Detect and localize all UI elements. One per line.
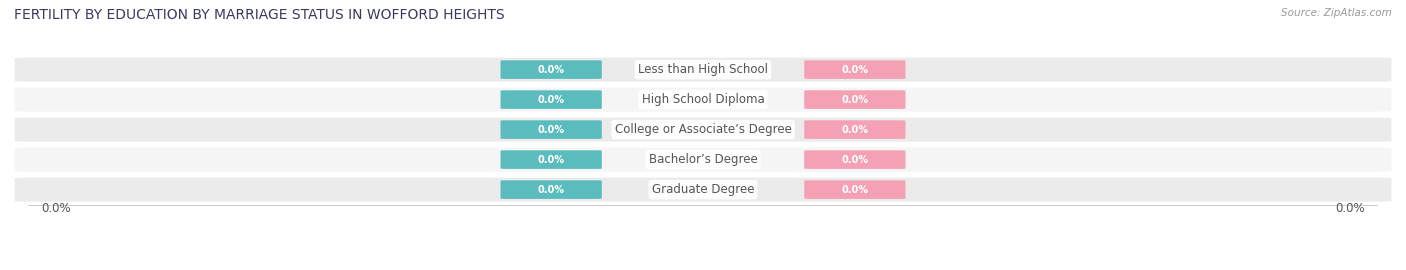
- Text: 0.0%: 0.0%: [841, 65, 869, 75]
- Text: 0.0%: 0.0%: [537, 94, 565, 104]
- FancyBboxPatch shape: [804, 150, 905, 169]
- FancyBboxPatch shape: [804, 120, 905, 139]
- FancyBboxPatch shape: [804, 90, 905, 109]
- Text: 0.0%: 0.0%: [537, 155, 565, 165]
- FancyBboxPatch shape: [804, 60, 905, 79]
- Text: 0.0%: 0.0%: [537, 65, 565, 75]
- Text: Less than High School: Less than High School: [638, 63, 768, 76]
- Text: 0.0%: 0.0%: [42, 202, 72, 215]
- Text: Graduate Degree: Graduate Degree: [652, 183, 754, 196]
- FancyBboxPatch shape: [501, 150, 602, 169]
- Text: Bachelor’s Degree: Bachelor’s Degree: [648, 153, 758, 166]
- Text: 0.0%: 0.0%: [841, 94, 869, 104]
- FancyBboxPatch shape: [501, 180, 602, 199]
- Text: Source: ZipAtlas.com: Source: ZipAtlas.com: [1281, 8, 1392, 18]
- Text: 0.0%: 0.0%: [841, 124, 869, 135]
- FancyBboxPatch shape: [804, 180, 905, 199]
- FancyBboxPatch shape: [14, 87, 1392, 112]
- FancyBboxPatch shape: [14, 58, 1392, 82]
- FancyBboxPatch shape: [501, 60, 602, 79]
- FancyBboxPatch shape: [14, 178, 1392, 202]
- Text: 0.0%: 0.0%: [841, 155, 869, 165]
- Text: High School Diploma: High School Diploma: [641, 93, 765, 106]
- Text: FERTILITY BY EDUCATION BY MARRIAGE STATUS IN WOFFORD HEIGHTS: FERTILITY BY EDUCATION BY MARRIAGE STATU…: [14, 8, 505, 22]
- Text: 0.0%: 0.0%: [1334, 202, 1364, 215]
- Text: 0.0%: 0.0%: [841, 185, 869, 195]
- Text: 0.0%: 0.0%: [537, 185, 565, 195]
- FancyBboxPatch shape: [14, 148, 1392, 172]
- FancyBboxPatch shape: [501, 120, 602, 139]
- Text: 0.0%: 0.0%: [537, 124, 565, 135]
- FancyBboxPatch shape: [501, 90, 602, 109]
- Text: College or Associate’s Degree: College or Associate’s Degree: [614, 123, 792, 136]
- FancyBboxPatch shape: [14, 118, 1392, 141]
